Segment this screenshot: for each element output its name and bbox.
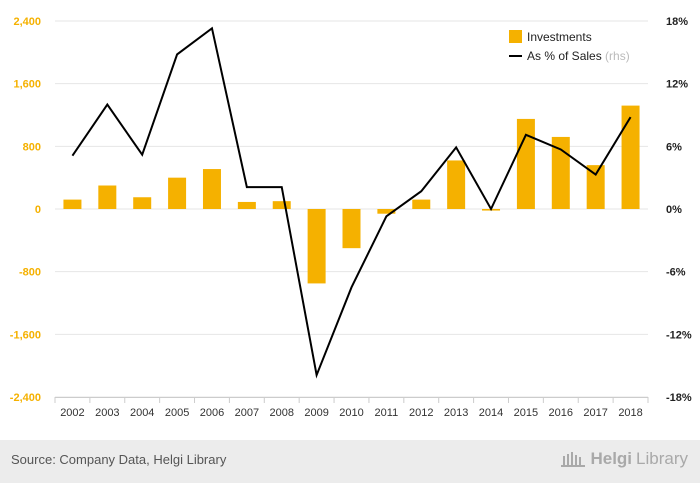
y-left-tick-label: 1,600 (13, 79, 41, 91)
brand-name-light: Library (636, 449, 688, 468)
legend-label-investments: Investments (527, 30, 592, 44)
y-right-tick-label: -12% (666, 329, 692, 341)
y-left-tick-label: 800 (23, 141, 41, 153)
legend-label-as-pct-of-sales: As % of Sales (rhs) (527, 49, 630, 63)
x-tick-label: 2011 (375, 407, 399, 419)
chart: 2,400 1,600 800 0 -800 -1,600 -2,400 18% 12% 6% 0%… (10, 16, 692, 419)
bar (307, 209, 326, 284)
y-right-tick-label: 18% (666, 16, 688, 28)
y-left-tick-label: 2,400 (13, 16, 41, 28)
bar (63, 199, 82, 209)
bar (272, 201, 291, 209)
x-tick-label: 2018 (618, 407, 642, 419)
y-left-tick-label: -2,400 (10, 392, 41, 404)
legend-label-rhs: (rhs) (605, 49, 630, 63)
x-tick-label: 2015 (514, 407, 538, 419)
library-icon (561, 452, 586, 467)
x-tick-label: 2003 (95, 407, 119, 419)
bar (202, 169, 221, 209)
helgi-library-logo: Helgi Library (560, 449, 688, 469)
bar (133, 197, 152, 209)
x-tick-label: 2002 (60, 407, 84, 419)
bar (586, 165, 605, 209)
bar (342, 209, 361, 249)
y-right-tick-label: 0% (666, 204, 682, 216)
bar (237, 201, 256, 209)
bar (551, 136, 570, 209)
x-tick-label: 2007 (235, 407, 259, 419)
x-tick-label: 2005 (165, 407, 189, 419)
bar (98, 185, 117, 209)
y-right-tick-label: -18% (666, 392, 692, 404)
bar (516, 118, 535, 209)
bar (377, 209, 396, 214)
x-tick-label: 2014 (479, 407, 503, 419)
x-tick-label: 2017 (583, 407, 607, 419)
bar (447, 160, 466, 209)
y-right-tick-label: 6% (666, 141, 682, 153)
x-tick-label: 2009 (304, 407, 328, 419)
y-right-tick-label: -6% (666, 267, 686, 279)
x-tick-label: 2010 (339, 407, 363, 419)
legend-swatch-investments (509, 30, 522, 43)
x-tick-label: 2004 (130, 407, 154, 419)
bar (621, 105, 640, 209)
x-tick-label: 2006 (200, 407, 224, 419)
bar (168, 177, 187, 209)
x-tick-label: 2013 (444, 407, 468, 419)
bar (412, 199, 431, 209)
x-tick-label: 2016 (549, 407, 573, 419)
x-tick-label: 2008 (269, 407, 293, 419)
y-right-tick-label: 12% (666, 79, 688, 91)
y-left-tick-label: 0 (35, 204, 41, 216)
brand-name-bold: Helgi (590, 449, 633, 468)
x-tick-label: 2012 (409, 407, 433, 419)
y-left-tick-label: -800 (19, 267, 41, 279)
footer: Source: Company Data, Helgi Library Helg… (0, 440, 700, 483)
y-left-tick-label: -1,600 (10, 329, 41, 341)
line-series-as-pct-of-sales (71, 26, 632, 379)
source-note: Source: Company Data, Helgi Library (11, 452, 227, 467)
